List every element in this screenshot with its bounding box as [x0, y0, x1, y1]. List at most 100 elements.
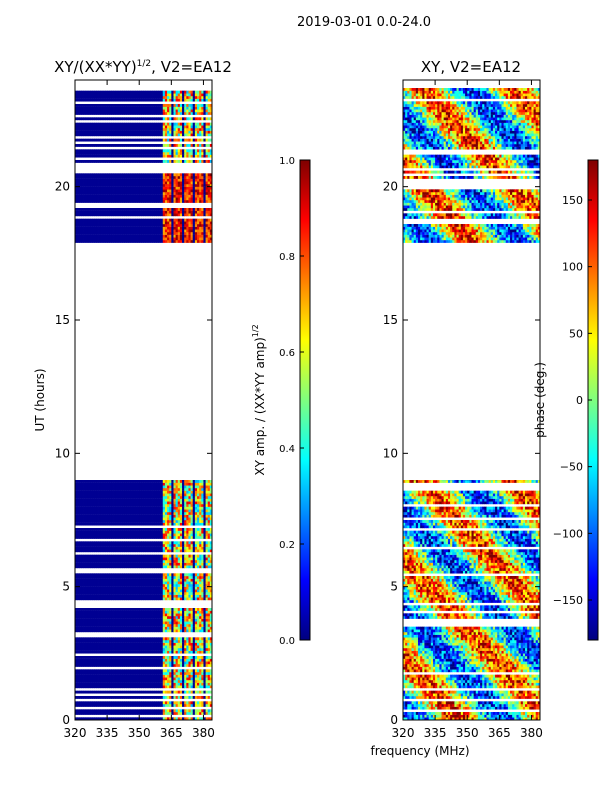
- heatmap-cell: [139, 589, 142, 593]
- heatmap-cell: [190, 573, 194, 577]
- heatmap-cell: [137, 554, 140, 558]
- heatmap-cell: [184, 717, 187, 720]
- heatmap-cell: [179, 685, 183, 689]
- heatmap-cell: [173, 541, 177, 545]
- heatmap-cell: [104, 560, 108, 563]
- heatmap-cell: [115, 530, 119, 534]
- heatmap-cell: [177, 234, 181, 238]
- heatmap-cell: [203, 712, 206, 715]
- heatmap-cell: [113, 549, 117, 553]
- heatmap-cell: [203, 549, 206, 553]
- heatmap-cell: [197, 696, 200, 699]
- heatmap-cell: [143, 554, 147, 558]
- heatmap-cell: [156, 229, 159, 233]
- heatmap-cell: [162, 658, 166, 662]
- heatmap-cell: [173, 608, 177, 611]
- heatmap-cell: [107, 597, 110, 601]
- heatmap-cell: [158, 624, 162, 627]
- heatmap-cell: [205, 501, 209, 505]
- heatmap-cell: [179, 546, 183, 550]
- heatmap-cell: [117, 584, 121, 587]
- heatmap-cell: [201, 650, 204, 654]
- heatmap-cell: [85, 554, 89, 558]
- heatmap-cell: [85, 616, 89, 619]
- heatmap-cell: [85, 549, 89, 553]
- heatmap-cell: [203, 232, 206, 235]
- heatmap-cell: [89, 586, 93, 590]
- heatmap-cell: [107, 530, 110, 534]
- heatmap-cell: [188, 541, 191, 545]
- heatmap-cell: [141, 645, 144, 649]
- heatmap-cell: [130, 648, 134, 651]
- heatmap-cell: [179, 234, 183, 238]
- heatmap-cell: [96, 717, 99, 720]
- heatmap-cell: [124, 664, 127, 667]
- heatmap-cell: [89, 594, 93, 598]
- heatmap-cell: [160, 530, 164, 534]
- heatmap-cell: [137, 480, 140, 483]
- heatmap-cell: [173, 533, 177, 537]
- heatmap-cell: [115, 682, 119, 686]
- heatmap-cell: [186, 618, 189, 622]
- heatmap-cell: [96, 506, 99, 510]
- heatmap-cell: [199, 514, 202, 518]
- heatmap-cell: [164, 530, 168, 534]
- heatmap-cell: [177, 493, 181, 497]
- heatmap-cell: [132, 504, 136, 507]
- heatmap-cell: [126, 560, 129, 563]
- heatmap-cell: [162, 557, 166, 561]
- heatmap-cell: [124, 549, 127, 553]
- heatmap-cell: [96, 656, 99, 659]
- heatmap-cell: [169, 517, 172, 521]
- heatmap-cell: [122, 560, 125, 563]
- heatmap-cell: [83, 672, 87, 675]
- heatmap-cell: [164, 677, 168, 681]
- heatmap-cell: [92, 645, 95, 649]
- heatmap-cell: [107, 544, 110, 547]
- heatmap-cell: [154, 520, 157, 523]
- heatmap-cell: [199, 685, 202, 689]
- heatmap-cell: [92, 618, 95, 622]
- heatmap-cell: [83, 240, 87, 243]
- heatmap-cell: [184, 685, 187, 689]
- heatmap-cell: [126, 642, 129, 646]
- heatmap-cell: [134, 704, 138, 707]
- heatmap-cell: [109, 482, 112, 486]
- heatmap-cell: [167, 608, 170, 611]
- heatmap-cell: [124, 554, 127, 558]
- heatmap-cell: [201, 661, 204, 665]
- heatmap-cell: [190, 560, 194, 563]
- heatmap-cell: [184, 544, 187, 547]
- heatmap-cell: [128, 536, 132, 539]
- heatmap-cell: [145, 541, 149, 545]
- heatmap-cell: [81, 530, 84, 534]
- heatmap-cell: [173, 560, 177, 563]
- heatmap-cell: [96, 621, 99, 625]
- heatmap-cell: [87, 485, 91, 489]
- heatmap-cell: [188, 520, 191, 523]
- heatmap-cell: [199, 661, 202, 665]
- heatmap-cell: [188, 584, 191, 587]
- heatmap-cell: [182, 237, 185, 241]
- heatmap-cell: [162, 493, 166, 497]
- heatmap-cell: [98, 594, 102, 598]
- heatmap-cell: [203, 506, 206, 510]
- heatmap-cell: [102, 234, 106, 238]
- heatmap-cell: [177, 648, 181, 651]
- heatmap-cell: [130, 690, 134, 694]
- heatmap-cell: [111, 488, 114, 491]
- heatmap-cell: [98, 621, 102, 625]
- heatmap-cell: [167, 557, 170, 561]
- heatmap-cell: [79, 682, 82, 686]
- heatmap-cell: [134, 533, 138, 537]
- heatmap-cell: [134, 701, 138, 705]
- heatmap-cell: [117, 234, 121, 238]
- heatmap-cell: [137, 237, 140, 241]
- heatmap-cell: [104, 496, 108, 499]
- heatmap-cell: [201, 496, 204, 499]
- heatmap-cell: [128, 701, 132, 705]
- heatmap-cell: [167, 562, 170, 566]
- heatmap-cell: [179, 509, 183, 513]
- heatmap-cell: [192, 549, 196, 553]
- heatmap-cell: [130, 485, 134, 489]
